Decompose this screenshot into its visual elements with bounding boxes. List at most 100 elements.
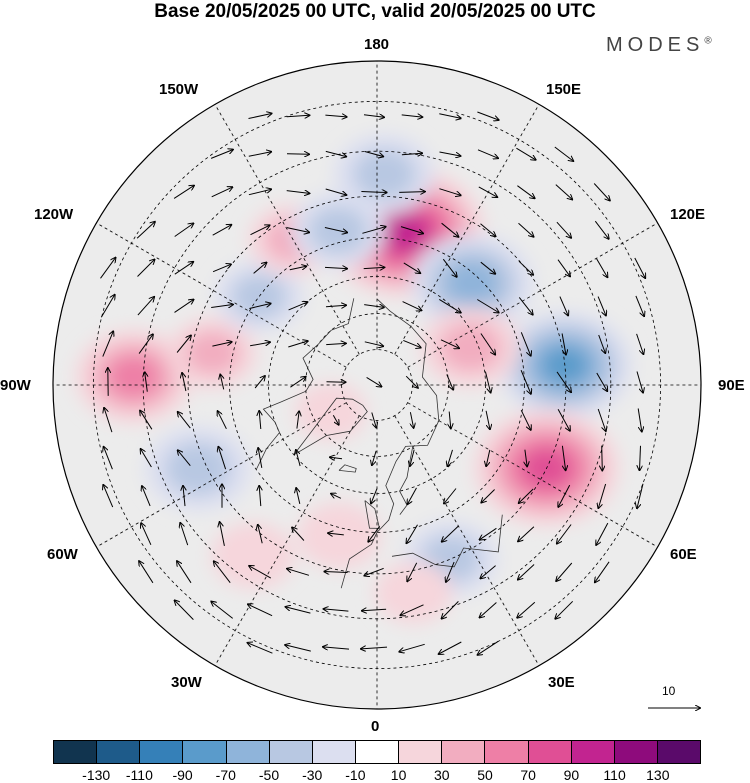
wind-vector: [248, 643, 273, 654]
wind-vector: [104, 408, 113, 433]
wind-vector: [174, 224, 194, 237]
wind-vector: [486, 449, 491, 466]
wind-vector: [325, 188, 347, 195]
colorbar-segment: [571, 741, 615, 763]
wind-vector: [176, 336, 191, 353]
wind-vector: [518, 222, 534, 236]
coastline: [255, 298, 355, 470]
wind-vector: [214, 561, 231, 584]
anomaly-blob: [165, 442, 231, 495]
wind-vector: [175, 600, 194, 620]
wind-vector: [325, 305, 346, 307]
wind-vector: [598, 334, 606, 353]
wind-vector: [324, 267, 347, 268]
wind-vector: [285, 645, 311, 652]
wind-vector: [328, 533, 344, 535]
wind-vector: [477, 111, 498, 120]
wind-vector: [634, 257, 645, 278]
wind-vector: [372, 450, 377, 465]
wind-vector: [250, 342, 270, 347]
colorbar-segment: [442, 741, 486, 763]
lon-label-180: 180: [364, 36, 390, 53]
wind-vector: [361, 192, 386, 193]
colorbar-segment: [54, 741, 98, 763]
wind-vector: [478, 640, 499, 655]
wind-vector: [220, 522, 225, 546]
colorbar-tick-label: -110: [125, 767, 153, 783]
map-title: Base 20/05/2025 00 UTC, valid 20/05/2025…: [154, 1, 596, 22]
wind-vector: [518, 297, 532, 314]
wind-vector: [484, 371, 490, 393]
colorbar-tick-label: 90: [563, 767, 580, 783]
wind-vector: [177, 561, 192, 584]
wind-vector: [100, 295, 114, 318]
lon-label-150e: 150E: [546, 81, 582, 98]
wind-vector: [555, 600, 574, 618]
wind-vector: [323, 647, 350, 649]
wind-vector: [361, 647, 388, 649]
colorbar-ticks: -130 -110 -90 -70 -50 -30 -10 10 30 50 70 90 110 130: [53, 765, 701, 783]
wind-vector: [439, 641, 462, 654]
colorbar-segment: [269, 741, 313, 763]
anomaly-blob: [353, 149, 416, 199]
colorbar-tick-label: 10: [390, 767, 407, 783]
wind-vector: [558, 484, 571, 507]
wind-vector: [636, 371, 643, 393]
wind-vector: [442, 601, 459, 618]
map-boundary: [52, 60, 702, 710]
colorbar-segment: [226, 741, 270, 763]
wind-vector: [439, 151, 461, 156]
vector-scale-label: 10: [662, 684, 676, 698]
wind-vector: [402, 301, 422, 311]
wind-vector: [399, 643, 425, 651]
wind-vector: [288, 302, 308, 311]
wind-vector: [594, 220, 608, 239]
wind-vector: [637, 483, 644, 508]
wind-vector: [371, 488, 378, 504]
wind-vector: [593, 183, 610, 201]
wind-vector: [598, 483, 607, 508]
colorbar-tick-label: 30: [434, 767, 450, 783]
wind-vector: [480, 223, 496, 237]
wind-vector: [410, 449, 415, 466]
lon-label-60e: 60E: [670, 546, 697, 563]
wind-vector: [640, 445, 641, 470]
wind-vector: [401, 115, 423, 117]
anomaly-blob: [444, 261, 500, 305]
wind-vector: [364, 151, 383, 157]
lon-label-120w: 120W: [34, 206, 74, 223]
wind-vector: [371, 412, 376, 428]
wind-vectors: [100, 111, 646, 655]
wind-vector: [520, 332, 530, 355]
wind-vector: [449, 411, 451, 429]
wind-vector: [401, 153, 422, 155]
colorbar-segment: [355, 741, 400, 763]
wind-vector: [480, 565, 496, 579]
wind-vector: [595, 561, 610, 582]
wind-vector: [555, 184, 572, 200]
colorbar-tick-label: -130: [82, 767, 111, 783]
wind-vector: [211, 305, 233, 308]
wind-vector: [212, 342, 231, 347]
wind-vector: [297, 411, 299, 429]
wind-vector: [102, 331, 113, 357]
wind-vector: [326, 343, 346, 344]
lon-label-90w: 90W: [0, 377, 31, 394]
wind-vector: [439, 113, 460, 119]
colorbar-tick-label: -90: [172, 767, 193, 783]
wind-vector: [478, 186, 497, 197]
wind-vector: [325, 115, 346, 117]
coastline: [364, 500, 381, 529]
wind-vector: [366, 376, 382, 386]
colorbar-tick-label: -70: [215, 767, 236, 783]
wind-vector: [485, 410, 490, 429]
wind-vector: [439, 298, 460, 312]
wind-vector: [212, 225, 232, 236]
wind-vector: [557, 409, 570, 430]
wind-vector: [332, 415, 338, 424]
anomaly-blob: [374, 561, 453, 624]
wind-vector: [136, 222, 155, 239]
wind-vector: [556, 221, 571, 238]
wind-vector: [218, 411, 227, 430]
wind-vector: [407, 524, 418, 543]
